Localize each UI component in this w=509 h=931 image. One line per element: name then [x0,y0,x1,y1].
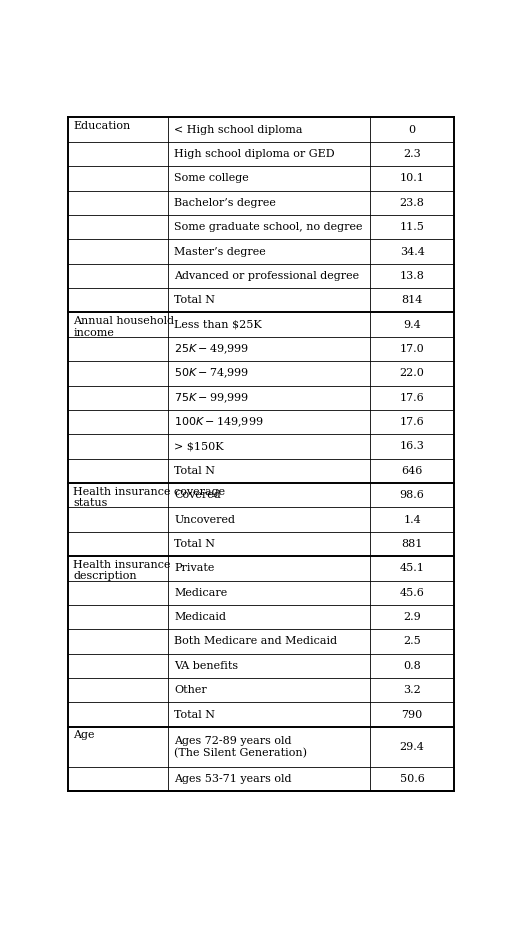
Text: 98.6: 98.6 [399,491,424,500]
Text: Total N: Total N [174,466,215,476]
Text: Both Medicare and Medicaid: Both Medicare and Medicaid [174,637,337,646]
Text: 9.4: 9.4 [403,319,420,330]
Text: 814: 814 [401,295,422,305]
Text: Bachelor’s degree: Bachelor’s degree [174,197,276,208]
Text: Ages 53-71 years old: Ages 53-71 years old [174,774,291,784]
Text: High school diploma or GED: High school diploma or GED [174,149,334,159]
Text: < High school diploma: < High school diploma [174,125,302,135]
Text: 646: 646 [401,466,422,476]
Text: 17.0: 17.0 [399,344,423,354]
Text: 0.8: 0.8 [403,661,420,671]
Text: 45.6: 45.6 [399,587,424,598]
Text: 17.6: 17.6 [399,393,423,403]
Text: Some graduate school, no degree: Some graduate school, no degree [174,223,362,232]
Text: 3.2: 3.2 [403,685,420,695]
Text: 22.0: 22.0 [399,369,424,378]
Text: Total N: Total N [174,295,215,305]
Text: 29.4: 29.4 [399,742,424,752]
Text: $75K - $99,999: $75K - $99,999 [174,391,249,405]
Text: 17.6: 17.6 [399,417,423,427]
Text: 790: 790 [401,709,422,720]
Text: $100K - $149,999: $100K - $149,999 [174,415,263,429]
Text: 10.1: 10.1 [399,173,424,183]
Text: Health insurance
description: Health insurance description [73,560,171,581]
Text: VA benefits: VA benefits [174,661,238,671]
Text: Some college: Some college [174,173,249,183]
Text: Advanced or professional degree: Advanced or professional degree [174,271,359,281]
Text: Master’s degree: Master’s degree [174,247,266,257]
Text: Uncovered: Uncovered [174,515,235,525]
Text: 881: 881 [401,539,422,549]
Text: 11.5: 11.5 [399,223,424,232]
Text: Total N: Total N [174,709,215,720]
Text: 50.6: 50.6 [399,774,424,784]
Text: 1.4: 1.4 [403,515,420,525]
Text: 23.8: 23.8 [399,197,424,208]
Text: Education: Education [73,121,130,131]
Text: Private: Private [174,563,214,573]
Text: > $150K: > $150K [174,441,223,452]
Text: 34.4: 34.4 [399,247,424,257]
Text: 2.5: 2.5 [403,637,420,646]
Text: 2.9: 2.9 [403,612,420,622]
Text: Covered: Covered [174,491,221,500]
Text: Medicare: Medicare [174,587,227,598]
Text: 2.3: 2.3 [403,149,420,159]
Text: $50K - $74,999: $50K - $74,999 [174,367,249,380]
Text: Less than $25K: Less than $25K [174,319,262,330]
Text: Age: Age [73,731,95,740]
Text: Total N: Total N [174,539,215,549]
Text: Ages 72-89 years old
(The Silent Generation): Ages 72-89 years old (The Silent Generat… [174,735,307,758]
Text: Medicaid: Medicaid [174,612,226,622]
Text: 13.8: 13.8 [399,271,424,281]
Text: Annual household
income: Annual household income [73,316,174,338]
Text: 16.3: 16.3 [399,441,424,452]
Text: Health insurance coverage
status: Health insurance coverage status [73,487,225,508]
Text: $25K - $49,999: $25K - $49,999 [174,343,249,356]
Text: 0: 0 [408,125,415,135]
Text: Other: Other [174,685,207,695]
Text: 45.1: 45.1 [399,563,424,573]
